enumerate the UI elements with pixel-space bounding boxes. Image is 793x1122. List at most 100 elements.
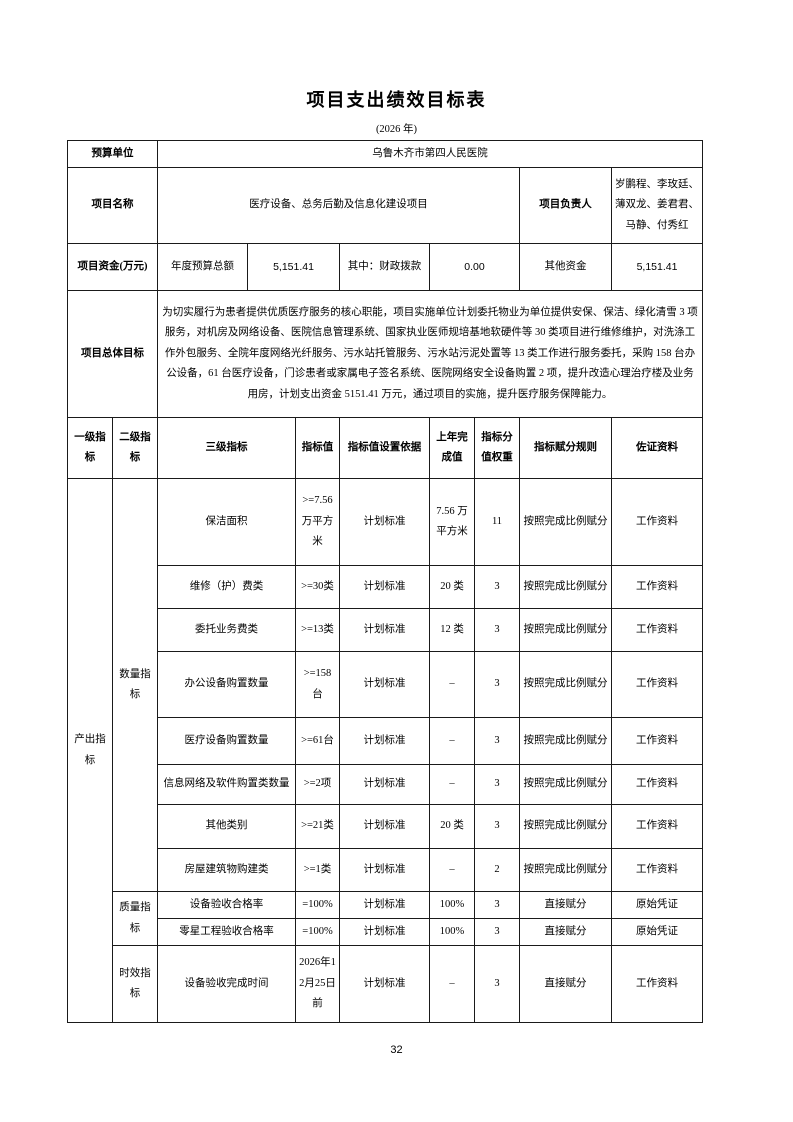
indicator-weight: 3 bbox=[474, 764, 520, 805]
indicator-basis: 计划标准 bbox=[339, 478, 430, 566]
indicator-basis: 计划标准 bbox=[339, 651, 430, 718]
indicator-weight: 3 bbox=[474, 717, 520, 765]
indicator-rule: 按照完成比例赋分 bbox=[519, 565, 612, 609]
level1-cell: 产出指标 bbox=[67, 478, 113, 1023]
indicator-prev: 7.56 万平方米 bbox=[429, 478, 475, 566]
indicator-name: 委托业务费类 bbox=[157, 608, 296, 652]
project-leader-value: 岁鹏程、李玫廷、薄双龙、姜君君、马静、付秀红 bbox=[611, 167, 703, 244]
indicator-target: >=1类 bbox=[295, 848, 340, 892]
indicator-name: 维修（护）费类 bbox=[157, 565, 296, 609]
indicator-name: 其他类别 bbox=[157, 804, 296, 849]
indicator-evidence: 原始凭证 bbox=[611, 918, 703, 946]
indicator-weight: 3 bbox=[474, 891, 520, 919]
indicator-basis: 计划标准 bbox=[339, 891, 430, 919]
level2-cell-quantity: 数量指标 bbox=[112, 478, 158, 892]
indicator-basis: 计划标准 bbox=[339, 717, 430, 765]
header-level1: 一级指标 bbox=[67, 417, 113, 479]
header-rule: 指标赋分规则 bbox=[519, 417, 612, 479]
performance-target-table: 预算单位 乌鲁木齐市第四人民医院 项目名称 医疗设备、总务后勤及信息化建设项目 … bbox=[67, 140, 703, 1023]
indicator-target: >=13类 bbox=[295, 608, 340, 652]
indicator-header-row: 一级指标 二级指标 三级指标 指标值 指标值设置依据 上年完成值 指标分值权重 … bbox=[67, 417, 703, 479]
indicator-target: >=61台 bbox=[295, 717, 340, 765]
indicator-weight: 3 bbox=[474, 651, 520, 718]
indicator-row: 产出指标 数量指标 保洁面积 >=7.56万平方米 计划标准 7.56 万平方米… bbox=[67, 478, 703, 1023]
indicator-evidence: 工作资料 bbox=[611, 478, 703, 566]
project-fund-label: 项目资金(万元) bbox=[67, 243, 158, 291]
indicator-row: 质量指标 设备验收合格率 =100% 计划标准 100% 3 直接赋分 原始凭证 bbox=[68, 891, 703, 946]
annual-budget-value: 5,151.41 bbox=[247, 243, 340, 291]
page-subtitle: (2026 年) bbox=[375, 124, 418, 135]
indicator-evidence: 工作资料 bbox=[611, 565, 703, 609]
other-fund-value: 5,151.41 bbox=[611, 243, 703, 291]
indicator-name: 设备验收合格率 bbox=[157, 891, 296, 919]
project-fund-row: 项目资金(万元) 年度预算总额 5,151.41 其中：财政拨款 0.00 其他… bbox=[67, 243, 703, 291]
indicator-evidence: 工作资料 bbox=[611, 764, 703, 805]
annual-budget-label: 年度预算总额 bbox=[157, 243, 248, 291]
indicator-name: 信息网络及软件购置类数量 bbox=[157, 764, 296, 805]
indicator-weight: 3 bbox=[474, 804, 520, 849]
indicator-weight: 11 bbox=[474, 478, 520, 566]
other-fund-label: 其他资金 bbox=[519, 243, 612, 291]
indicator-prev: 100% bbox=[429, 891, 475, 919]
level2-cell-quality: 质量指标 bbox=[112, 891, 158, 946]
header-evidence: 佐证资料 bbox=[611, 417, 703, 479]
indicator-rule: 按照完成比例赋分 bbox=[519, 717, 612, 765]
indicator-target: >=30类 bbox=[295, 565, 340, 609]
indicator-row: 时效指标 设备验收完成时间 2026年12月25日前 计划标准 – 3 直接赋分… bbox=[68, 945, 703, 1023]
indicator-weight: 3 bbox=[474, 945, 520, 1023]
indicator-rule: 按照完成比例赋分 bbox=[519, 608, 612, 652]
fiscal-allocation-value: 0.00 bbox=[429, 243, 520, 291]
indicator-prev: 100% bbox=[429, 918, 475, 946]
indicator-evidence: 工作资料 bbox=[611, 717, 703, 765]
indicator-evidence: 工作资料 bbox=[611, 848, 703, 892]
indicator-basis: 计划标准 bbox=[339, 918, 430, 946]
indicator-target: >=2项 bbox=[295, 764, 340, 805]
indicator-evidence: 工作资料 bbox=[611, 804, 703, 849]
indicator-rule: 直接赋分 bbox=[519, 945, 612, 1023]
indicator-target: 2026年12月25日前 bbox=[295, 945, 340, 1023]
indicator-target: >=7.56万平方米 bbox=[295, 478, 340, 566]
indicator-name: 零星工程验收合格率 bbox=[157, 918, 296, 946]
header-target: 指标值 bbox=[295, 417, 340, 479]
project-name-value: 医疗设备、总务后勤及信息化建设项目 bbox=[157, 167, 520, 244]
indicator-row: 信息网络及软件购置类数量 >=2项 计划标准 – 3 按照完成比例赋分 工作资料 bbox=[68, 764, 703, 805]
indicator-target: =100% bbox=[295, 918, 340, 946]
indicator-name: 设备验收完成时间 bbox=[157, 945, 296, 1023]
page-number: 32 bbox=[390, 1044, 403, 1056]
project-name-label: 项目名称 bbox=[67, 167, 158, 244]
indicator-rule: 直接赋分 bbox=[519, 918, 612, 946]
header-level3: 三级指标 bbox=[157, 417, 296, 479]
indicator-weight: 3 bbox=[474, 608, 520, 652]
indicator-row: 其他类别 >=21类 计划标准 20 类 3 按照完成比例赋分 工作资料 bbox=[68, 804, 703, 849]
page-title: 项目支出绩效目标表 bbox=[306, 90, 487, 110]
indicator-basis: 计划标准 bbox=[339, 764, 430, 805]
indicator-row: 房屋建筑物购建类 >=1类 计划标准 – 2 按照完成比例赋分 工作资料 bbox=[68, 848, 703, 892]
overall-goal-row: 项目总体目标 为切实履行为患者提供优质医疗服务的核心职能，项目实施单位计划委托物… bbox=[67, 290, 703, 418]
overall-goal-label: 项目总体目标 bbox=[67, 290, 158, 418]
indicator-row: 维修（护）费类 >=30类 计划标准 20 类 3 按照完成比例赋分 工作资料 bbox=[68, 565, 703, 609]
indicator-weight: 2 bbox=[474, 848, 520, 892]
header-prev: 上年完成值 bbox=[429, 417, 475, 479]
indicator-rule: 按照完成比例赋分 bbox=[519, 848, 612, 892]
indicator-name: 办公设备购置数量 bbox=[157, 651, 296, 718]
indicator-evidence: 工作资料 bbox=[611, 651, 703, 718]
fiscal-allocation-label: 其中：财政拨款 bbox=[339, 243, 430, 291]
indicator-name: 房屋建筑物购建类 bbox=[157, 848, 296, 892]
indicator-rule: 按照完成比例赋分 bbox=[519, 804, 612, 849]
indicator-prev: 20 类 bbox=[429, 565, 475, 609]
overall-goal-value: 为切实履行为患者提供优质医疗服务的核心职能，项目实施单位计划委托物业为单位提供安… bbox=[157, 290, 703, 418]
project-leader-label: 项目负责人 bbox=[519, 167, 612, 244]
indicator-prev: – bbox=[429, 848, 475, 892]
indicator-evidence: 工作资料 bbox=[611, 608, 703, 652]
indicator-rule: 按照完成比例赋分 bbox=[519, 478, 612, 566]
indicator-name: 保洁面积 bbox=[157, 478, 296, 566]
indicator-target: >=21类 bbox=[295, 804, 340, 849]
budget-unit-value: 乌鲁木齐市第四人民医院 bbox=[157, 140, 703, 168]
indicator-rule: 直接赋分 bbox=[519, 891, 612, 919]
indicator-prev: – bbox=[429, 717, 475, 765]
project-name-row: 项目名称 医疗设备、总务后勤及信息化建设项目 项目负责人 岁鹏程、李玫廷、薄双龙… bbox=[67, 167, 703, 244]
indicator-basis: 计划标准 bbox=[339, 848, 430, 892]
indicator-evidence: 工作资料 bbox=[611, 945, 703, 1023]
indicator-rule: 按照完成比例赋分 bbox=[519, 764, 612, 805]
